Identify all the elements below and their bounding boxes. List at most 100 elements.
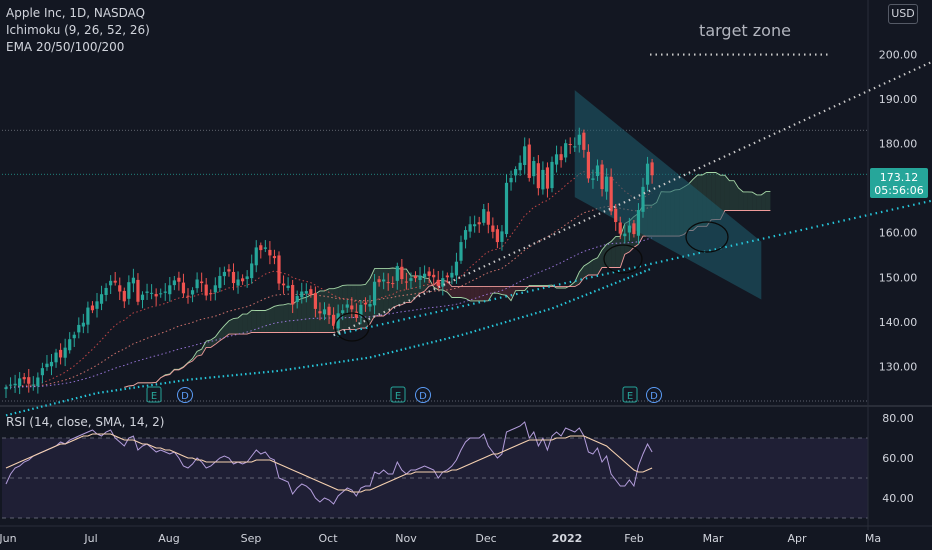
price-tick-label: 190.00 [879, 93, 918, 106]
ema-200-line [5, 267, 653, 417]
cloud-segment [410, 275, 416, 303]
candle-body [418, 275, 422, 281]
candle-body [77, 324, 81, 333]
currency-badge[interactable]: USD [888, 4, 918, 24]
candle-body [605, 176, 609, 192]
cloud-segment [219, 325, 225, 341]
cloud-segment [734, 180, 739, 211]
candle-body [127, 282, 131, 299]
candle-body [409, 278, 413, 281]
candle-body [545, 167, 550, 189]
cloud-segment [611, 236, 616, 268]
candle-body [304, 291, 308, 294]
target-zone-label: target zone [699, 21, 791, 40]
price-tick-label: 180.00 [879, 138, 918, 151]
cloud-segment [342, 285, 348, 330]
candle-body [372, 281, 377, 306]
candle-body [318, 311, 322, 314]
dividend-marker [646, 387, 662, 403]
candle-body [54, 352, 58, 363]
candle-body [209, 293, 213, 295]
indicator-rsi[interactable]: RSI (14, close, SMA, 14, 2) [6, 415, 165, 429]
cloud-segment [383, 268, 389, 317]
cloud-segment [492, 286, 498, 294]
cloud-segment [256, 310, 261, 333]
cloud-segment [520, 286, 525, 291]
candle-body [309, 289, 313, 295]
candle-body [550, 161, 554, 189]
cloud-segment [388, 268, 393, 313]
cloud-segment [765, 191, 771, 211]
descending-channel [574, 90, 762, 300]
earnings-marker [622, 386, 638, 403]
candle-body [645, 163, 650, 185]
candle-body [81, 322, 85, 327]
cloud-segment [379, 268, 384, 317]
candle-body [286, 285, 290, 288]
candle-body [168, 285, 172, 295]
cloud-segment [356, 285, 361, 330]
candle-body [99, 294, 104, 304]
cloud-segment [479, 286, 484, 301]
cloud-segment [224, 320, 229, 338]
candle-body [468, 224, 472, 232]
cloud-segment [420, 275, 425, 294]
price-tick-label: 140.00 [879, 316, 918, 329]
candle-body [650, 162, 654, 176]
cloud-segment [761, 191, 766, 211]
candle-body [140, 294, 145, 300]
support-trend-line [333, 199, 932, 337]
candle-body [436, 279, 440, 287]
candle-body [109, 280, 113, 286]
time-tick-label: Nov [395, 532, 417, 545]
cloud-segment [283, 303, 289, 333]
bar-countdown: 05:56:06 [874, 184, 923, 197]
rsi-legend: RSI (14, close, SMA, 14, 2) [6, 414, 164, 431]
candle-body [222, 271, 226, 277]
candle-body [391, 283, 395, 285]
cloud-segment [729, 180, 734, 211]
time-tick-label: Mar [703, 532, 724, 545]
candle-body [200, 281, 204, 284]
cloud-segment [242, 314, 248, 335]
indicator-ichimoku[interactable]: Ichimoku (9, 26, 52, 26) [6, 23, 150, 37]
candle-body [541, 169, 545, 190]
candle-body [49, 361, 54, 367]
dividend-icon: D [419, 391, 427, 402]
cloud-segment [215, 330, 220, 345]
candle-body [350, 305, 354, 310]
candle-body [231, 271, 236, 284]
candle-body [4, 387, 8, 390]
candle-body [113, 280, 117, 283]
candle-body [63, 347, 67, 358]
highlight-ellipse [603, 244, 643, 274]
cloud-segment [501, 286, 507, 296]
symbol-title[interactable]: Apple Inc, 1D, NASDAQ [6, 6, 146, 20]
cloud-segment [592, 257, 598, 276]
price-tick-label: 150.00 [879, 271, 918, 284]
price-tick-label: 130.00 [879, 360, 918, 373]
candle-body [259, 245, 263, 251]
candle-body [336, 313, 340, 329]
time-tick-label: Apr [787, 532, 807, 545]
candle-body [13, 383, 17, 386]
indicator-ema[interactable]: EMA 20/50/100/200 [6, 40, 125, 54]
candle-body [291, 284, 295, 305]
candle-body [295, 295, 299, 302]
cloud-segment [483, 286, 489, 301]
candle-body [218, 275, 222, 288]
cloud-segment [288, 303, 293, 333]
candle-body [118, 285, 122, 292]
candle-body [554, 154, 559, 165]
candle-body [432, 274, 436, 278]
candle-body [204, 284, 208, 296]
rsi-pane [5, 421, 653, 505]
cloud-segment [206, 339, 211, 348]
cloud-segment [415, 275, 421, 298]
candle-body [8, 384, 13, 386]
candle-body [477, 222, 481, 225]
cloud-segment [269, 306, 275, 333]
cloud-segment [752, 192, 757, 211]
